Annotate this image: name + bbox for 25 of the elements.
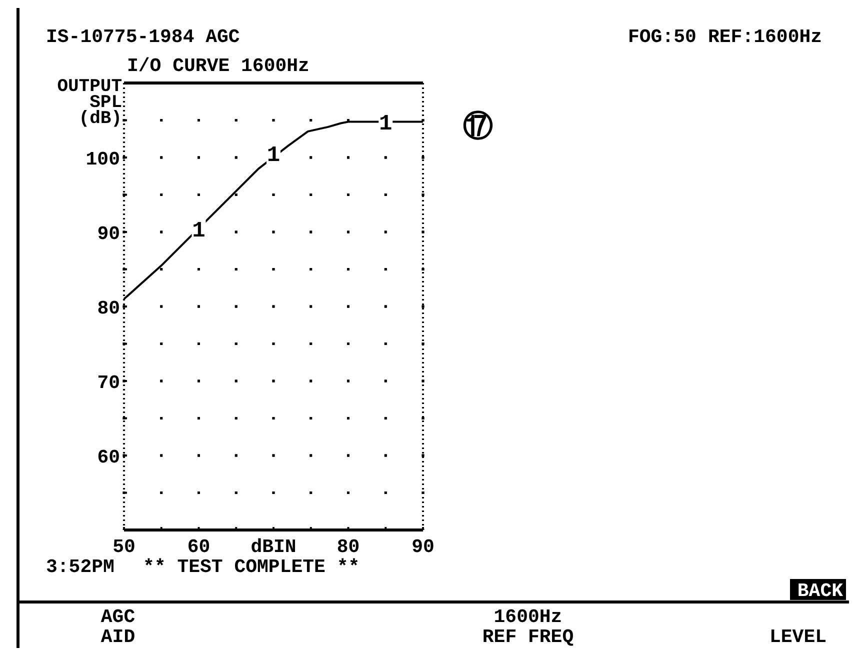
y-axis-title: OUTPUT SPL (dB) — [57, 77, 122, 129]
x-tick-label: 80 — [336, 536, 360, 558]
y-tick-label: 70 — [97, 372, 120, 394]
x-axis-title: dBIN — [250, 536, 296, 558]
y-tick-label: 100 — [86, 148, 120, 170]
y-tick-label: 80 — [97, 298, 120, 320]
chart-title: IS-10775-1984 AGC — [46, 26, 240, 48]
text: 3:52PM — [46, 556, 114, 578]
x-tick-label: 50 — [112, 536, 136, 558]
text: FOG:50 — [628, 26, 696, 48]
text: ** TEST COMPLETE ** — [143, 556, 360, 578]
chart-subtitle: I/O CURVE 1600Hz — [127, 55, 310, 77]
x-tick-label: 60 — [187, 536, 210, 558]
text: BACK — [797, 580, 844, 602]
annotation: 1 — [379, 112, 392, 137]
y-tick-label: 60 — [97, 446, 120, 468]
text: ⑰ — [463, 109, 493, 144]
text: AGC AID — [100, 606, 136, 648]
annotation: 1 — [266, 143, 280, 168]
text: LEVEL — [769, 626, 827, 648]
text: 1600Hz REF FREQ — [482, 606, 574, 648]
x-tick-label: 90 — [412, 536, 434, 558]
annotation: 1 — [192, 218, 206, 244]
text: REF:1600Hz — [708, 26, 822, 48]
y-tick-label: 90 — [97, 223, 120, 245]
